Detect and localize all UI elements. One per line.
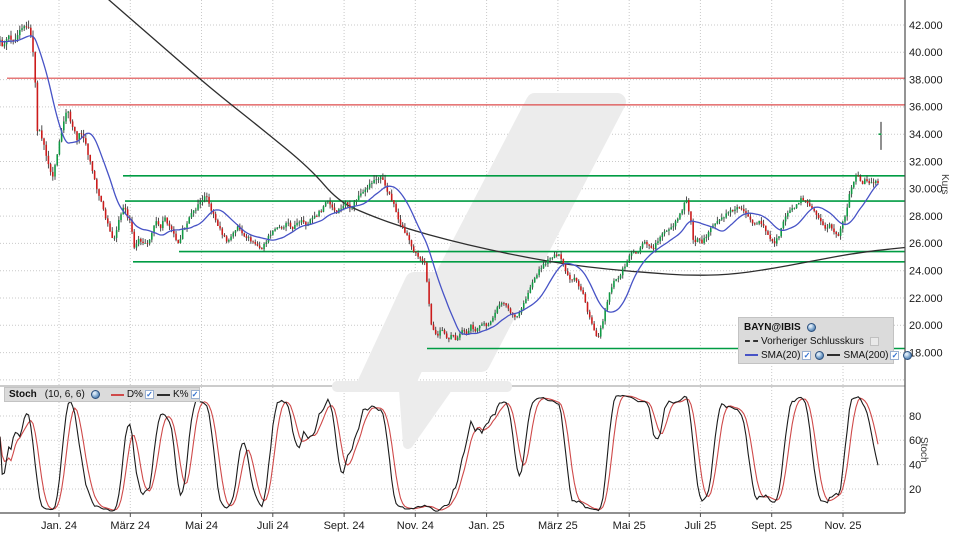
sma20-checkbox[interactable]: ✓ <box>802 350 812 360</box>
stoch-k-line-sample <box>156 393 170 396</box>
kurs-axis-labels: 42.000 40.000 38.000 36.000 34.000 32.000 30.0… <box>909 20 943 360</box>
sma200-line <box>108 0 905 276</box>
stoch-d-checkbox[interactable]: ✓ <box>144 390 154 399</box>
sma20-line-sample <box>745 354 758 356</box>
sma200-line-sample <box>827 354 841 356</box>
globe-icon[interactable] <box>815 350 825 360</box>
watermark-logo <box>332 93 626 449</box>
sma200-checkbox[interactable]: ✓ <box>890 350 900 360</box>
x-tick-label: Mai 24 <box>185 520 218 532</box>
sma20-line <box>0 35 879 336</box>
prev-close-line-sample <box>745 340 758 342</box>
x-tick-label: Mai 25 <box>613 520 646 532</box>
sma20-label: SMA(20) <box>761 349 801 361</box>
stoch-k-label: K% <box>172 389 189 400</box>
x-tick-label: März 25 <box>538 520 578 532</box>
sma200-label: SMA(200) <box>843 349 889 361</box>
stoch-legend: Stoch (10, 6, 6) D% ✓ K% ✓ <box>4 387 200 402</box>
axis-frame <box>0 0 906 517</box>
stoch-k-line <box>0 394 879 512</box>
stoch-d-label: D% <box>126 389 143 400</box>
stoch-title: Stoch <box>9 389 37 400</box>
x-tick-label: Juli 24 <box>257 520 289 532</box>
kurs-tick-label: 42.000 <box>909 20 943 32</box>
x-tick-label: Nov. 24 <box>397 520 434 532</box>
kurs-tick-label: 24.000 <box>909 266 943 278</box>
grid-layer <box>0 0 905 513</box>
x-tick-label: Sept. 25 <box>751 520 792 532</box>
kurs-tick-label: 22.000 <box>909 293 943 305</box>
kurs-tick-label: 26.000 <box>909 238 943 250</box>
x-tick-label: März 24 <box>110 520 150 532</box>
kurs-tick-label: 34.000 <box>909 129 943 141</box>
outlier-bar <box>878 121 882 150</box>
stoch-axis-labels: 80 60 40 20 <box>909 411 921 496</box>
kurs-tick-label: 38.000 <box>909 74 943 86</box>
globe-icon[interactable] <box>806 322 816 332</box>
kurs-tick-label: 40.000 <box>909 47 943 59</box>
stoch-tick-label: 40 <box>909 459 921 471</box>
kurs-tick-label: 32.000 <box>909 156 943 168</box>
stoch-params: (10, 6, 6) <box>44 389 85 400</box>
kurs-tick-label: 18.000 <box>909 347 943 359</box>
instrument-title: BAYN@IBIS <box>744 321 801 333</box>
candles-layer <box>0 20 879 343</box>
stoch-axis-title: Stoch <box>918 437 929 463</box>
x-tick-label: Sept. 24 <box>324 520 365 532</box>
x-tick-label: Jan. 24 <box>41 520 77 532</box>
stoch-d-line <box>0 395 879 511</box>
x-tick-label: Juli 25 <box>685 520 717 532</box>
globe-icon[interactable] <box>903 350 913 360</box>
kurs-tick-label: 20.000 <box>909 320 943 332</box>
kurs-tick-label: 28.000 <box>909 211 943 223</box>
kurs-axis-title: Kurs <box>939 174 950 195</box>
x-tick-label: Jan. 25 <box>469 520 505 532</box>
stoch-tick-label: 60 <box>909 435 921 447</box>
stoch-k-checkbox[interactable]: ✓ <box>190 390 200 399</box>
prev-close-checkbox[interactable] <box>869 336 879 346</box>
prev-close-label: Vorheriger Schlusskurs <box>761 335 864 347</box>
level-lines <box>7 77 905 350</box>
instrument-legend: BAYN@IBIS Vorheriger Schlusskurs SMA(20)… <box>738 317 913 364</box>
kurs-tick-label: 30.000 <box>909 184 943 196</box>
x-axis-labels: Jan. 24 März 24 Mai 24 Juli 24 Sept. 24 Nov. … <box>41 520 862 532</box>
stoch-d-line-sample <box>110 393 124 396</box>
globe-icon[interactable] <box>90 390 100 399</box>
kurs-tick-label: 36.000 <box>909 102 943 114</box>
stoch-tick-label: 80 <box>909 411 921 423</box>
x-tick-label: Nov. 25 <box>824 520 861 532</box>
stoch-tick-label: 20 <box>909 484 921 496</box>
